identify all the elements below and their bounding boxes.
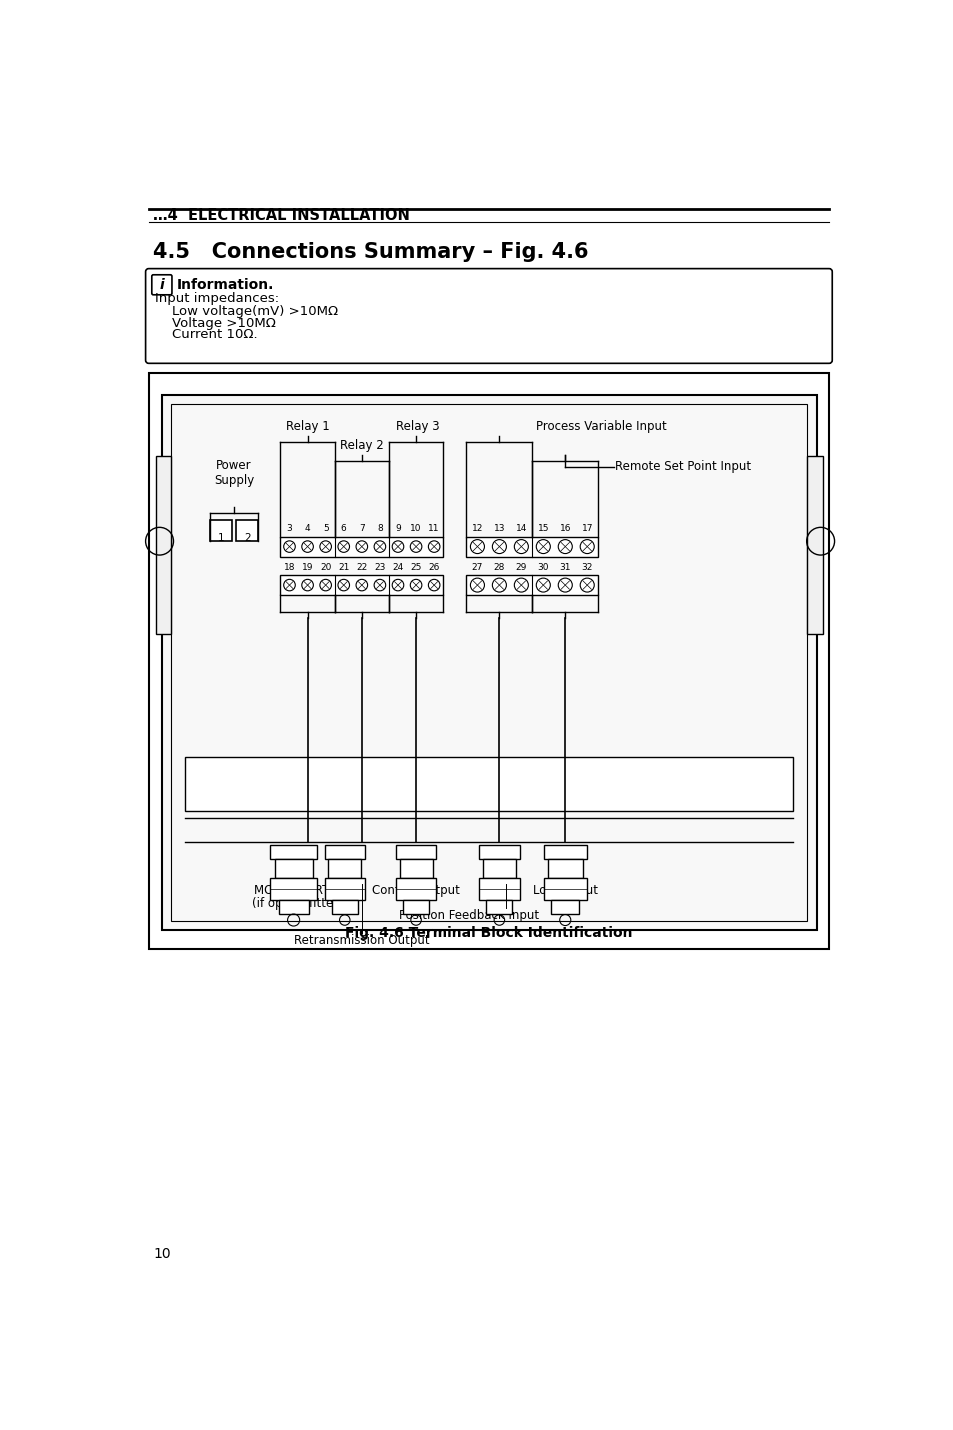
- Bar: [162, 395, 816, 930]
- Text: Position Feedback Input: Position Feedback Input: [399, 909, 538, 922]
- Bar: [478, 878, 519, 899]
- Bar: [402, 899, 429, 914]
- Bar: [395, 845, 436, 859]
- Bar: [270, 878, 316, 899]
- Text: 11: 11: [428, 525, 439, 533]
- Text: 29: 29: [516, 563, 526, 572]
- Text: 10: 10: [153, 1247, 171, 1261]
- Bar: [171, 405, 806, 921]
- Text: Current 10Ω.: Current 10Ω.: [154, 329, 257, 342]
- Text: 12: 12: [471, 525, 482, 533]
- Text: 8: 8: [376, 525, 382, 533]
- Bar: [280, 536, 443, 556]
- Bar: [324, 845, 365, 859]
- Text: 4.5   Connections Summary – Fig. 4.6: 4.5 Connections Summary – Fig. 4.6: [153, 243, 588, 263]
- Text: 1: 1: [217, 533, 224, 543]
- Text: 10: 10: [410, 525, 421, 533]
- Text: Fig. 4.6 Terminal Block Identification: Fig. 4.6 Terminal Block Identification: [345, 927, 632, 940]
- Bar: [270, 845, 316, 859]
- Text: Low voltage(mV) >10MΩ: Low voltage(mV) >10MΩ: [154, 305, 337, 319]
- Bar: [478, 845, 519, 859]
- Text: Power
Supply: Power Supply: [213, 459, 253, 488]
- Bar: [278, 899, 309, 914]
- Text: Input impedances:: Input impedances:: [154, 292, 278, 305]
- Bar: [543, 845, 586, 859]
- Bar: [543, 878, 586, 899]
- Text: Relay 2: Relay 2: [339, 439, 383, 452]
- Text: Remote Set Point Input: Remote Set Point Input: [615, 460, 751, 473]
- Text: Relay 1: Relay 1: [285, 419, 329, 433]
- Text: 21: 21: [337, 563, 349, 572]
- Bar: [280, 575, 443, 595]
- Text: 19: 19: [301, 563, 313, 572]
- Text: (if option fitted): (if option fitted): [252, 897, 345, 909]
- FancyBboxPatch shape: [152, 275, 172, 295]
- Bar: [399, 859, 432, 878]
- FancyBboxPatch shape: [146, 269, 831, 363]
- Text: …4  ELECTRICAL INSTALLATION: …4 ELECTRICAL INSTALLATION: [153, 207, 410, 223]
- Bar: [486, 899, 512, 914]
- Text: 26: 26: [428, 563, 439, 572]
- Text: 28: 28: [494, 563, 504, 572]
- Text: 9: 9: [395, 525, 400, 533]
- Text: Retransmission Output: Retransmission Output: [294, 934, 429, 947]
- Bar: [482, 859, 516, 878]
- Text: Control Output: Control Output: [372, 884, 459, 897]
- Bar: [332, 899, 357, 914]
- Bar: [210, 519, 232, 541]
- Text: 17: 17: [581, 525, 593, 533]
- Bar: [324, 878, 365, 899]
- Text: MODBUS (RTU): MODBUS (RTU): [253, 884, 342, 897]
- Bar: [236, 519, 257, 541]
- Text: 5: 5: [322, 525, 328, 533]
- Bar: [149, 373, 828, 950]
- Bar: [155, 456, 171, 633]
- Text: 27: 27: [471, 563, 482, 572]
- Bar: [466, 536, 598, 556]
- Text: Information.: Information.: [176, 277, 274, 292]
- Text: 22: 22: [355, 563, 367, 572]
- Bar: [274, 859, 313, 878]
- Text: Process Variable Input: Process Variable Input: [536, 419, 666, 433]
- Text: 16: 16: [558, 525, 571, 533]
- Text: 18: 18: [283, 563, 294, 572]
- Text: 20: 20: [319, 563, 331, 572]
- Text: 32: 32: [581, 563, 592, 572]
- Text: 31: 31: [558, 563, 571, 572]
- Text: 6: 6: [340, 525, 346, 533]
- Text: 14: 14: [516, 525, 526, 533]
- Text: Logic Input: Logic Input: [532, 884, 598, 897]
- Bar: [328, 859, 361, 878]
- Text: 2: 2: [244, 533, 251, 543]
- Text: 15: 15: [537, 525, 549, 533]
- Text: 30: 30: [537, 563, 549, 572]
- Bar: [185, 756, 793, 811]
- Bar: [466, 575, 598, 595]
- Bar: [395, 878, 436, 899]
- Bar: [547, 859, 582, 878]
- Text: 7: 7: [358, 525, 364, 533]
- Text: 3: 3: [286, 525, 292, 533]
- Text: 13: 13: [493, 525, 504, 533]
- Text: 23: 23: [374, 563, 385, 572]
- Bar: [806, 456, 822, 633]
- Text: 25: 25: [410, 563, 421, 572]
- Text: 24: 24: [392, 563, 403, 572]
- Bar: [551, 899, 578, 914]
- Text: 4: 4: [304, 525, 310, 533]
- Text: i: i: [159, 277, 164, 292]
- Text: Voltage >10MΩ: Voltage >10MΩ: [154, 317, 275, 330]
- Text: Relay 3: Relay 3: [395, 419, 439, 433]
